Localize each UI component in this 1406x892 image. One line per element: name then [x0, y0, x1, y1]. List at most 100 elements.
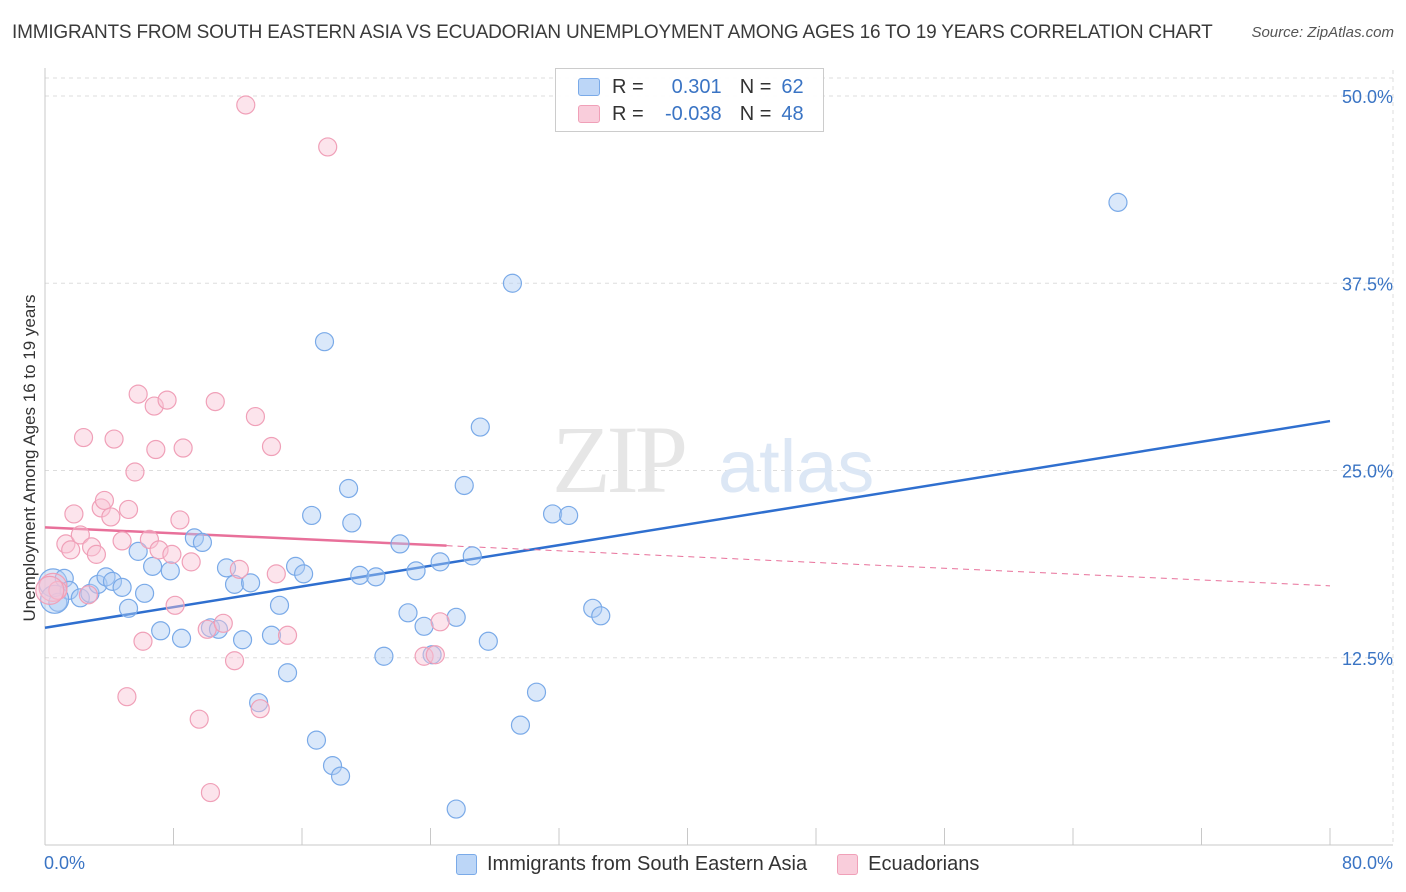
watermark-atlas: atlas: [718, 425, 874, 508]
point-immigrants: [510, 715, 531, 735]
point-ecuadorians: [146, 439, 166, 460]
trend-lines: [44, 419, 1331, 630]
point-ecuadorians: [117, 687, 137, 707]
y-tick-label: 12.5%: [1342, 649, 1393, 669]
legend-row-series-1: R = 0.301 N = 62: [578, 74, 804, 100]
point-ecuadorians: [64, 504, 84, 524]
point-ecuadorians: [189, 709, 209, 729]
chart-title: IMMIGRANTS FROM SOUTH EASTERN ASIA VS EC…: [12, 22, 1213, 43]
point-ecuadorians: [425, 645, 445, 665]
tick-labels: 12.5% 25.0% 37.5% 50.0% 0.0% 80.0% Unemploymen…: [20, 87, 1393, 873]
legend-item-ecuadorians: Ecuadorians: [837, 853, 979, 876]
point-ecuadorians: [86, 544, 107, 564]
point-immigrants: [88, 574, 108, 594]
point-immigrants: [112, 577, 132, 597]
point-ecuadorians: [213, 613, 233, 633]
chart-source: Source: ZipAtlas.com: [1251, 24, 1394, 41]
axes: [44, 68, 1393, 846]
legend-n-label: N =: [739, 102, 772, 125]
point-immigrants: [446, 799, 466, 819]
y-tick-label: 25.0%: [1342, 462, 1393, 482]
legend-item-immigrants: Immigrants from South Eastern Asia: [456, 853, 807, 876]
point-immigrants: [350, 565, 370, 585]
point-ecuadorians: [157, 390, 177, 410]
point-immigrants: [261, 625, 282, 645]
point-ecuadorians: [94, 490, 115, 511]
point-immigrants: [406, 561, 426, 581]
legend-label: Immigrants from South Eastern Asia: [487, 852, 808, 875]
point-ecuadorians: [104, 429, 124, 449]
point-ecuadorians: [61, 540, 81, 560]
point-ecuadorians: [70, 525, 90, 545]
y-axis-label: Unemployment Among Ages 16 to 19 years: [20, 295, 39, 622]
point-immigrants: [143, 556, 163, 576]
point-immigrants: [398, 603, 418, 623]
point-ecuadorians: [229, 559, 249, 579]
point-immigrants: [171, 628, 192, 648]
y-tick-label: 37.5%: [1342, 274, 1393, 294]
legend-r-value: 0.301: [671, 75, 722, 98]
point-ecuadorians: [101, 507, 121, 527]
point-immigrants: [118, 598, 139, 618]
point-ecuadorians: [245, 406, 266, 427]
point-ecuadorians: [118, 499, 139, 520]
point-immigrants: [470, 417, 490, 437]
point-ecuadorians: [277, 625, 298, 645]
point-immigrants: [454, 475, 474, 496]
point-immigrants: [478, 631, 498, 651]
legend-n-value: 48: [781, 102, 804, 125]
point-immigrants: [390, 534, 410, 554]
point-ecuadorians: [318, 137, 338, 157]
point-immigrants: [302, 505, 322, 526]
legend-swatch-blue: [456, 853, 477, 875]
point-ecuadorians: [261, 436, 282, 457]
point-ecuadorians: [181, 552, 201, 572]
series-legend: Immigrants from South Eastern Asia Ecuad…: [456, 850, 1009, 878]
point-ecuadorians: [112, 531, 132, 551]
grid-lines: [45, 70, 1394, 845]
point-ecuadorians: [139, 529, 160, 550]
legend-r-label: R =: [612, 102, 644, 125]
point-immigrants: [342, 513, 362, 533]
trend-line-ecuadorians-extension: [446, 545, 1331, 587]
point-immigrants: [462, 546, 482, 566]
point-ecuadorians: [48, 580, 68, 600]
point-immigrants: [241, 573, 261, 593]
x-tick-label-min: 0.0%: [44, 853, 85, 873]
legend-n-label: N =: [739, 75, 772, 98]
legend-swatch-pink: [578, 105, 600, 123]
point-immigrants: [446, 607, 466, 627]
legend-swatch-pink: [837, 853, 859, 875]
point-immigrants: [1108, 192, 1128, 212]
data-points: [35, 95, 1128, 819]
point-ecuadorians: [162, 544, 182, 564]
watermark: ZIP atlas: [552, 406, 874, 513]
point-ecuadorians: [224, 651, 245, 671]
point-immigrants: [542, 504, 563, 524]
point-immigrants: [414, 616, 434, 636]
point-ecuadorians: [266, 564, 286, 584]
correlation-legend: R = 0.301 N = 62 R = -0.038 N = 48: [555, 68, 824, 132]
point-immigrants: [128, 541, 148, 561]
legend-row-series-2: R = -0.038 N = 48: [578, 101, 804, 127]
point-immigrants: [269, 595, 290, 615]
watermark-zip: ZIP: [552, 406, 685, 513]
point-immigrants: [366, 567, 386, 587]
point-ecuadorians: [78, 585, 98, 605]
point-immigrants: [322, 756, 343, 776]
point-immigrants: [430, 552, 450, 572]
point-ecuadorians: [35, 575, 65, 605]
point-immigrants: [134, 583, 155, 603]
point-immigrants: [583, 598, 603, 618]
point-immigrants: [192, 532, 213, 553]
point-ecuadorians: [149, 540, 169, 560]
point-immigrants: [232, 630, 253, 650]
legend-label: Ecuadorians: [868, 852, 980, 875]
point-immigrants: [330, 766, 351, 786]
point-immigrants: [502, 273, 523, 293]
point-ecuadorians: [128, 384, 148, 404]
point-ecuadorians: [73, 427, 94, 448]
point-immigrants: [591, 606, 611, 626]
point-ecuadorians: [125, 462, 145, 482]
